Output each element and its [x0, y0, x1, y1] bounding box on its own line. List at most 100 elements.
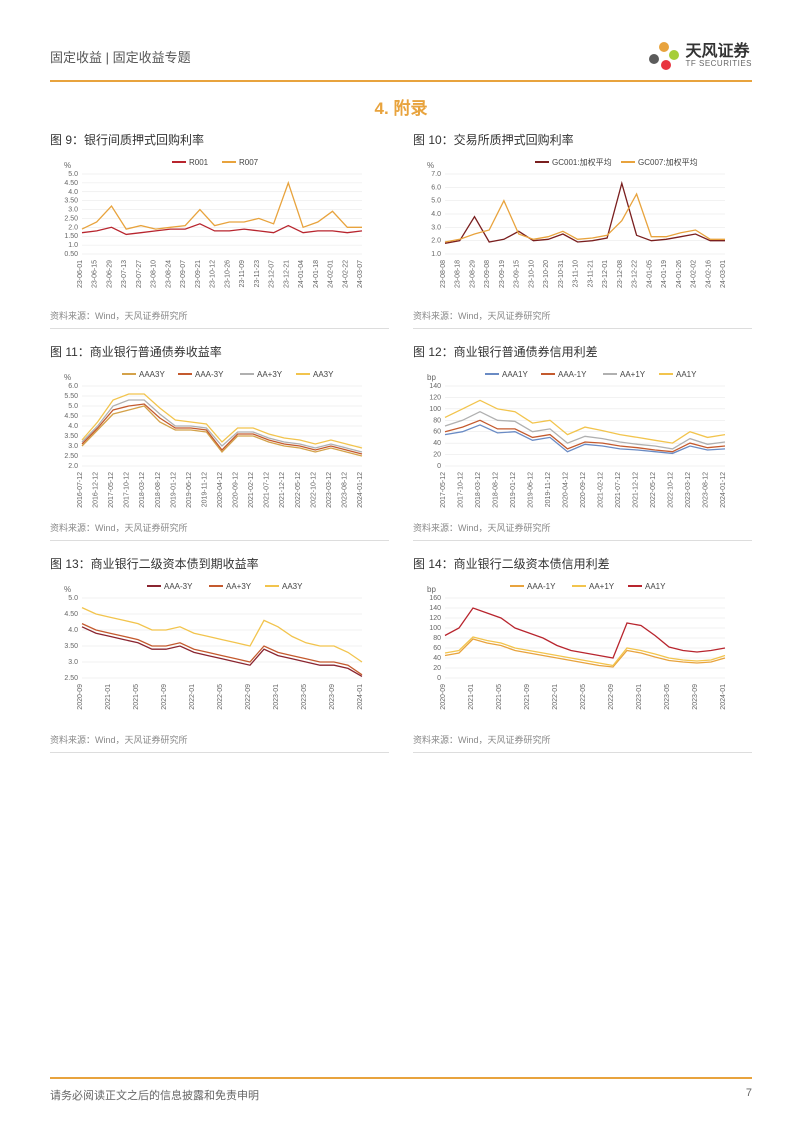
svg-text:2020-04-12: 2020-04-12: [217, 472, 224, 508]
chart-block-c10: 图 10：交易所质押式回购利率1.02.03.04.05.06.07.0%23-…: [413, 131, 752, 335]
svg-text:3.0: 3.0: [431, 224, 441, 231]
svg-text:4.0: 4.0: [68, 423, 78, 430]
svg-text:%: %: [64, 373, 71, 382]
svg-text:23-09-15: 23-09-15: [514, 260, 521, 288]
svg-text:2020-09-12: 2020-09-12: [233, 472, 240, 508]
svg-text:2022-05-12: 2022-05-12: [650, 472, 657, 508]
svg-text:2021-01: 2021-01: [105, 684, 112, 710]
svg-text:120: 120: [429, 615, 441, 622]
chart-block-c11: 图 11：商业银行普通债券收益率2.02.503.03.504.04.505.0…: [50, 343, 389, 547]
svg-text:2019-11-12: 2019-11-12: [201, 472, 208, 507]
svg-text:0: 0: [437, 675, 441, 682]
svg-text:2023-05: 2023-05: [301, 684, 308, 710]
chart-source: 资料来源：Wind，天风证券研究所: [50, 521, 389, 541]
svg-text:23-08-29: 23-08-29: [469, 260, 476, 288]
svg-text:R007: R007: [239, 158, 259, 167]
svg-text:GC001:加权平均: GC001:加权平均: [552, 157, 612, 167]
svg-text:80: 80: [433, 417, 441, 424]
svg-text:23-07-13: 23-07-13: [121, 260, 128, 288]
svg-text:3.0: 3.0: [68, 207, 78, 214]
svg-text:23-06-15: 23-06-15: [92, 260, 99, 288]
svg-text:2021-12-12: 2021-12-12: [633, 472, 640, 508]
svg-text:2021-09: 2021-09: [161, 684, 168, 710]
svg-text:2021-12-12: 2021-12-12: [279, 472, 286, 508]
svg-text:AA+1Y: AA+1Y: [620, 370, 646, 379]
svg-text:140: 140: [429, 605, 441, 612]
svg-text:2021-02-12: 2021-02-12: [598, 472, 605, 508]
chart-area: 1.02.03.04.05.06.07.0%23-08-0823-08-1823…: [413, 152, 752, 307]
chart-svg: 020406080100120140160bp2020-092021-01202…: [413, 576, 733, 726]
svg-text:4.0: 4.0: [431, 211, 441, 218]
svg-text:2023-08-12: 2023-08-12: [703, 472, 710, 508]
svg-text:AAA-1Y: AAA-1Y: [527, 582, 556, 591]
svg-text:5.0: 5.0: [431, 198, 441, 205]
svg-text:AAA-3Y: AAA-3Y: [195, 370, 224, 379]
svg-text:24-01-26: 24-01-26: [676, 260, 683, 288]
svg-text:2024-01-12: 2024-01-12: [720, 472, 727, 508]
svg-text:24-01-19: 24-01-19: [661, 260, 668, 288]
svg-text:23-09-21: 23-09-21: [195, 260, 202, 288]
svg-text:2022-05: 2022-05: [217, 684, 224, 710]
chart-svg: 2.02.503.03.504.04.505.05.506.0%2016-07-…: [50, 364, 370, 514]
chart-svg: 020406080100120140bp2017-05-122017-10-12…: [413, 364, 733, 514]
logo-dots-icon: [647, 40, 679, 72]
svg-text:2.50: 2.50: [64, 453, 78, 460]
svg-text:24-02-01: 24-02-01: [328, 260, 335, 288]
svg-text:23-12-22: 23-12-22: [632, 260, 639, 288]
svg-text:1.0: 1.0: [68, 242, 78, 249]
svg-text:4.50: 4.50: [64, 413, 78, 420]
svg-text:2021-05: 2021-05: [133, 684, 140, 710]
chart-block-c9: 图 9：银行间质押式回购利率0.501.01.502.02.503.03.504…: [50, 131, 389, 335]
svg-text:1.0: 1.0: [431, 251, 441, 258]
svg-text:5.0: 5.0: [68, 171, 78, 178]
chart-block-c13: 图 13：商业银行二级资本债到期收益率2.503.03.504.04.505.0…: [50, 555, 389, 759]
svg-text:2022-01: 2022-01: [552, 684, 559, 710]
svg-text:0: 0: [437, 463, 441, 470]
chart-svg: 1.02.03.04.05.06.07.0%23-08-0823-08-1823…: [413, 152, 733, 302]
chart-svg: 2.503.03.504.04.505.0%2020-092021-012021…: [50, 576, 370, 726]
logo-cn: 天风证券: [685, 43, 752, 61]
svg-text:24-01-04: 24-01-04: [298, 260, 305, 288]
svg-text:80: 80: [433, 635, 441, 642]
chart-title: 图 10：交易所质押式回购利率: [413, 131, 752, 148]
svg-text:AAA1Y: AAA1Y: [502, 370, 528, 379]
svg-text:3.50: 3.50: [64, 643, 78, 650]
svg-text:160: 160: [429, 595, 441, 602]
svg-text:%: %: [64, 585, 71, 594]
brand-logo: 天风证券 TF SECURITIES: [647, 40, 752, 72]
svg-text:120: 120: [429, 394, 441, 401]
svg-text:6.0: 6.0: [68, 383, 78, 390]
svg-text:2024-01: 2024-01: [357, 684, 364, 710]
svg-text:23-08-10: 23-08-10: [151, 260, 158, 288]
chart-title: 图 11：商业银行普通债券收益率: [50, 343, 389, 360]
svg-text:2023-09: 2023-09: [329, 684, 336, 710]
svg-text:5.0: 5.0: [68, 403, 78, 410]
svg-text:2018-03-12: 2018-03-12: [139, 472, 146, 508]
svg-text:23-08-18: 23-08-18: [455, 260, 462, 288]
svg-text:AA3Y: AA3Y: [313, 370, 334, 379]
svg-text:2019-06-12: 2019-06-12: [528, 472, 535, 508]
svg-text:AA1Y: AA1Y: [645, 582, 666, 591]
svg-text:24-02-16: 24-02-16: [705, 260, 712, 288]
svg-text:AA+1Y: AA+1Y: [589, 582, 615, 591]
svg-text:AA+3Y: AA+3Y: [257, 370, 283, 379]
svg-text:2020-09: 2020-09: [77, 684, 84, 710]
svg-text:%: %: [427, 161, 434, 170]
svg-text:23-10-31: 23-10-31: [558, 260, 565, 288]
svg-text:4.50: 4.50: [64, 611, 78, 618]
svg-text:2019-01-12: 2019-01-12: [510, 472, 517, 508]
svg-text:2022-01: 2022-01: [189, 684, 196, 710]
svg-text:2023-09: 2023-09: [692, 684, 699, 710]
svg-text:%: %: [64, 161, 71, 170]
svg-text:23-10-10: 23-10-10: [528, 260, 535, 288]
svg-text:23-12-21: 23-12-21: [283, 260, 290, 288]
svg-text:23-09-08: 23-09-08: [484, 260, 491, 288]
svg-text:23-07-27: 23-07-27: [136, 260, 143, 288]
svg-text:20: 20: [433, 452, 441, 459]
svg-text:0.50: 0.50: [64, 251, 78, 258]
page-header: 固定收益 | 固定收益专题 天风证券 TF SECURITIES: [50, 40, 752, 82]
svg-text:GC007:加权平均: GC007:加权平均: [638, 157, 698, 167]
chart-area: 020406080100120140bp2017-05-122017-10-12…: [413, 364, 752, 519]
svg-text:23-08-24: 23-08-24: [165, 260, 172, 288]
svg-text:2018-03-12: 2018-03-12: [475, 472, 482, 508]
